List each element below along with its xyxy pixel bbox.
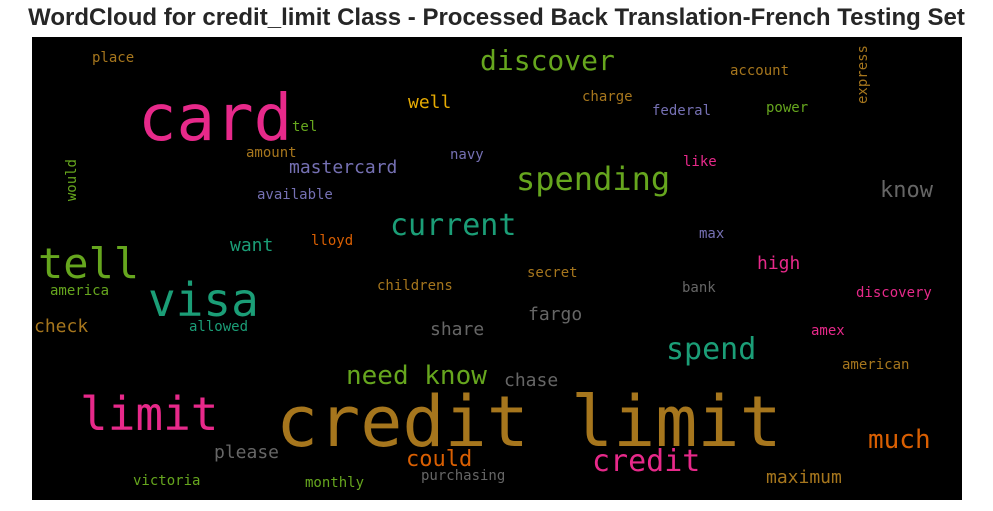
word-available: available xyxy=(257,187,333,203)
word-high: high xyxy=(757,253,801,274)
word-monthly: monthly xyxy=(305,475,365,491)
word-much: much xyxy=(868,425,931,455)
word-please: please xyxy=(214,442,280,463)
word-tell: tell xyxy=(38,239,140,288)
word-credit-limit: credit limit xyxy=(276,381,782,463)
word-charge: charge xyxy=(582,89,633,105)
word-discover: discover xyxy=(480,44,615,77)
word-federal: federal xyxy=(652,103,712,119)
word-visa: visa xyxy=(148,273,259,327)
wordcloud-canvas: credit limit card visa limit tell spending dis… xyxy=(32,37,962,500)
chart-title: WordCloud for credit_limit Class - Proce… xyxy=(28,4,965,31)
word-secret: secret xyxy=(527,265,578,281)
word-america: america xyxy=(50,283,110,299)
word-need-know: need know xyxy=(346,361,487,391)
word-childrens: childrens xyxy=(377,278,453,294)
word-victoria: victoria xyxy=(133,473,201,489)
word-share: share xyxy=(430,319,485,340)
word-american: american xyxy=(842,357,910,373)
word-navy: navy xyxy=(450,147,484,163)
word-allowed: allowed xyxy=(189,319,249,335)
word-want: want xyxy=(230,235,274,256)
word-tel: tel xyxy=(292,119,318,135)
word-check: check xyxy=(34,316,89,337)
word-spend: spend xyxy=(666,332,757,367)
word-purchasing: purchasing xyxy=(421,468,506,484)
word-amex: amex xyxy=(811,323,845,339)
word-card: card xyxy=(138,82,293,156)
word-could: could xyxy=(406,447,473,472)
word-discovery: discovery xyxy=(856,285,932,301)
word-mastercard: mastercard xyxy=(289,157,398,178)
word-spending: spending xyxy=(516,160,671,198)
word-max: max xyxy=(699,226,725,242)
word-bank: bank xyxy=(682,280,716,296)
word-maximum: maximum xyxy=(766,467,842,488)
word-current: current xyxy=(390,208,517,243)
word-place: place xyxy=(92,50,135,66)
word-limit: limit xyxy=(80,387,219,441)
word-chase: chase xyxy=(504,370,559,391)
word-credit: credit xyxy=(592,444,701,479)
word-amount: amount xyxy=(246,145,297,161)
word-like: like xyxy=(683,154,717,170)
word-account: account xyxy=(730,63,790,79)
word-know: know xyxy=(880,178,933,203)
word-express: express xyxy=(855,45,871,105)
word-power: power xyxy=(766,100,809,116)
word-lloyd: lloyd xyxy=(311,233,354,249)
word-would: would xyxy=(64,159,80,202)
word-fargo: fargo xyxy=(528,304,583,325)
word-well: well xyxy=(408,92,452,113)
